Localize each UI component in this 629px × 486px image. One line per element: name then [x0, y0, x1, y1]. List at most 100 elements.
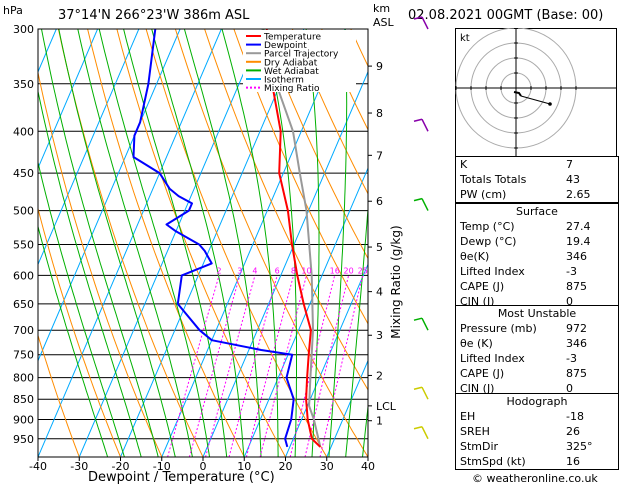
- indices-box: K 7 Totals Totals 43 PW (cm) 2.65: [455, 156, 619, 203]
- dry-adiabat-line: [87, 29, 245, 457]
- surface-value: 0: [566, 295, 573, 308]
- surface-label: θe(K): [460, 250, 490, 263]
- isotherm-line: [161, 29, 346, 457]
- hodograph-stat-value: -18: [566, 410, 584, 423]
- wet-adiabat-line: [151, 29, 245, 457]
- wind-barb-staff: [421, 426, 429, 440]
- hodograph-stat-value: 16: [566, 455, 580, 468]
- x-tick-label: 30: [320, 460, 334, 473]
- pressure-tick-label: 550: [13, 238, 34, 251]
- wet-adiabat-line: [123, 29, 228, 457]
- surface-value: 27.4: [566, 220, 591, 233]
- hodograph-stat-label: SREH: [460, 425, 490, 438]
- isotherm-line: [202, 70, 368, 457]
- most-unstable-row: CAPE (J) 875: [456, 366, 618, 381]
- wet-adiabat-line: [98, 29, 211, 457]
- wet-adiabat-line: [58, 29, 176, 457]
- surface-row: Lifted Index -3: [456, 264, 618, 279]
- surface-value: 19.4: [566, 235, 591, 248]
- mixing-ratio-label: 25: [358, 266, 368, 275]
- dry-adiabat-line: [174, 29, 368, 457]
- hodograph-stats-title: Hodograph: [506, 395, 568, 408]
- credit-footer: © weatheronline.co.uk: [472, 472, 598, 485]
- mixing-ratio-line: [245, 275, 294, 457]
- datetime-title: 02.08.2021 00GMT (Base: 00): [408, 8, 604, 23]
- temperature-line: [265, 29, 321, 448]
- index-value: 2.65: [566, 188, 591, 201]
- km-tick-label: 7: [376, 149, 383, 162]
- dry-adiabat-line: [291, 29, 368, 195]
- legend-label: Parcel Trajectory: [264, 50, 339, 60]
- index-label: Totals Totals: [460, 173, 527, 186]
- km-unit-label: km: [373, 2, 391, 15]
- y2-axis-label: Mixing Ratio (g/kg): [389, 225, 403, 339]
- wind-barb-flag: [413, 317, 423, 321]
- storm-motion-point: [548, 102, 552, 106]
- km-tick-label: LCL: [376, 400, 397, 413]
- surface-row: Dewp (°C) 19.4: [456, 234, 618, 249]
- pressure-tick-label: 900: [13, 414, 34, 427]
- hodograph-stat-label: StmDir: [460, 440, 499, 453]
- axes: 3003504004505005506006507007508008509009…: [13, 23, 397, 473]
- mixing-ratio-label: 10: [301, 266, 311, 275]
- x-tick-label: -10: [153, 460, 171, 473]
- most-unstable-value: 972: [566, 322, 587, 335]
- isotherm-line: [243, 166, 368, 457]
- most-unstable-value: -3: [566, 352, 577, 365]
- wet-adiabat-line: [345, 203, 368, 457]
- surface-label: CAPE (J): [460, 280, 505, 293]
- wet-adiabat-line: [221, 29, 279, 457]
- pressure-tick-label: 400: [13, 125, 34, 138]
- hodograph-stat-label: StmSpd (kt): [460, 455, 526, 468]
- dry-adiabat-line: [439, 29, 455, 457]
- legend-label: Dry Adiabat: [264, 58, 318, 68]
- pressure-tick-label: 950: [13, 433, 34, 446]
- hodograph-stat-label: EH: [460, 410, 476, 423]
- wind-barb-staff: [421, 118, 429, 132]
- pressure-tick-label: 500: [13, 205, 34, 218]
- isotherm-line: [38, 29, 99, 170]
- pressure-tick-label: 300: [13, 23, 34, 36]
- x-tick-label: 0: [200, 460, 207, 473]
- storm-motion-vector: [520, 95, 551, 105]
- hodograph: kt: [455, 28, 617, 168]
- wet-adiabat-line: [77, 29, 193, 457]
- most-unstable-row: θe (K) 346: [456, 336, 618, 351]
- wind-barb-flag: [413, 426, 423, 430]
- hodograph-stats-box: Hodograph EH -18 SREH 26 StmDir 325° StmSpd (k…: [455, 393, 619, 470]
- km-tick-label: 6: [376, 195, 383, 208]
- x-tick-label: 20: [279, 460, 293, 473]
- km-tick-label: 9: [376, 60, 383, 73]
- most-unstable-label: Lifted Index: [460, 352, 525, 365]
- pressure-tick-label: 600: [13, 269, 34, 282]
- dry-adiabat-line: [116, 29, 286, 457]
- hodograph-trace: [513, 91, 522, 97]
- surface-value: 875: [566, 280, 587, 293]
- isotherm-line: [38, 29, 222, 457]
- isotherm-line: [78, 29, 264, 457]
- km-tick-label: 5: [376, 241, 383, 254]
- surface-row: Temp (°C) 27.4: [456, 219, 618, 234]
- km-tick-label: 1: [376, 415, 383, 428]
- most-unstable-value: 0: [566, 382, 573, 395]
- most-unstable-box: Most Unstable Pressure (mb) 972 θe (K) 346 L…: [455, 305, 619, 397]
- legend-label: Mixing Ratio: [264, 84, 320, 94]
- mixing-ratio-label: 2: [217, 266, 222, 275]
- most-unstable-row: Pressure (mb) 972: [456, 321, 618, 336]
- hodograph-unit-label: kt: [460, 33, 470, 44]
- mixing-ratio-line: [319, 275, 364, 457]
- skew-t-chart: 3003504004505005506006507007508008509009…: [13, 16, 455, 473]
- wet-adiabat-line: [183, 29, 262, 457]
- hodograph-stat-row: StmSpd (kt) 16: [456, 454, 618, 469]
- profiles: [132, 29, 322, 448]
- hodograph-stat-row: EH -18: [456, 409, 618, 424]
- pressure-tick-label: 350: [13, 78, 34, 91]
- mixing-ratio-line: [259, 275, 307, 457]
- mixing-ratio-line: [228, 275, 278, 457]
- index-row: Totals Totals 43: [456, 172, 618, 187]
- most-unstable-label: CAPE (J): [460, 367, 505, 380]
- x-tick-label: 10: [237, 460, 251, 473]
- mixing-ratio-label: 20: [344, 266, 354, 275]
- hodograph-stat-value: 26: [566, 425, 580, 438]
